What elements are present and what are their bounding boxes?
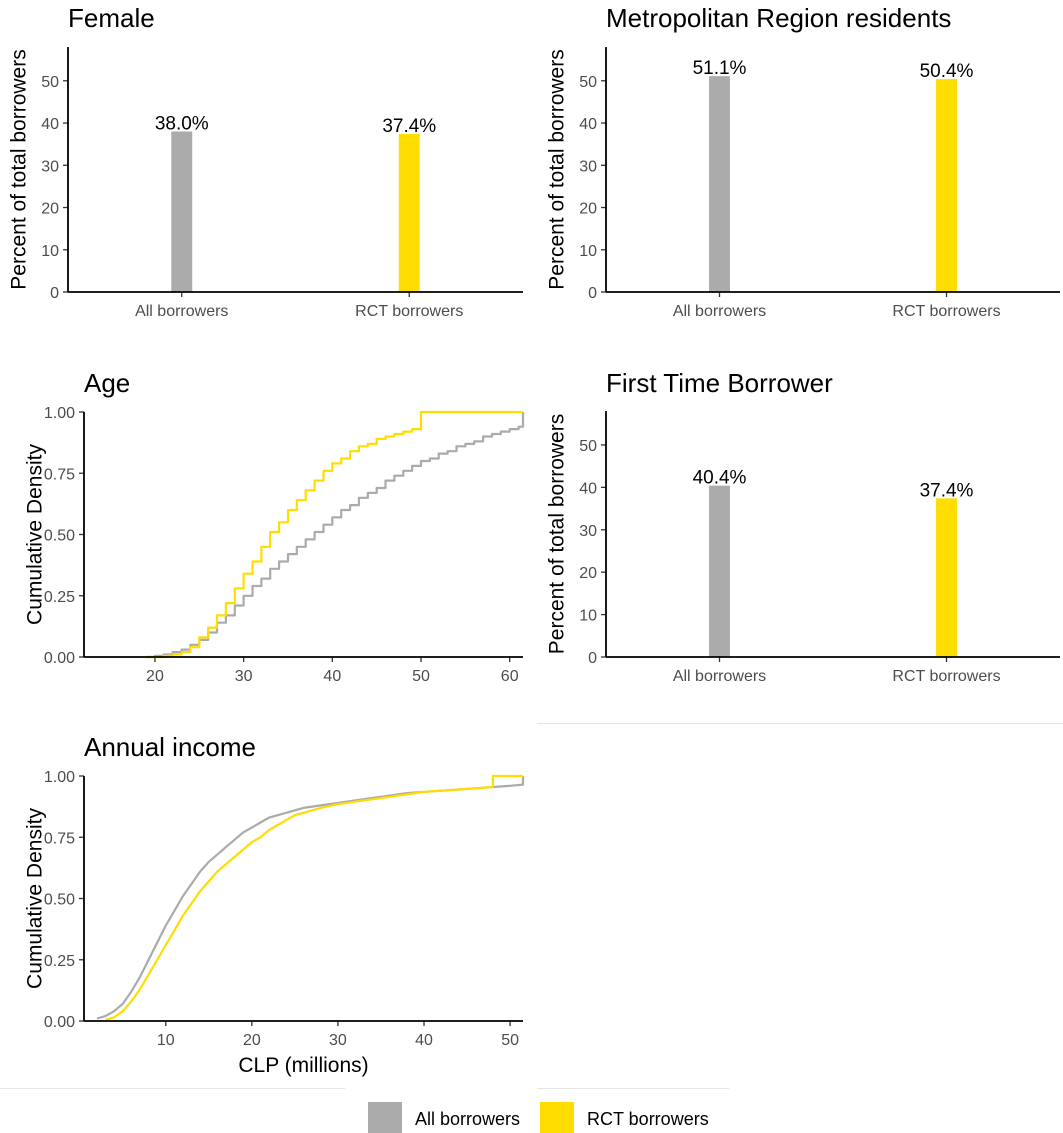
bar-all	[709, 485, 730, 657]
y-tick-label: 0	[50, 285, 59, 302]
y-tick-label: 0.25	[44, 953, 75, 970]
y-tick-label: 0.25	[44, 589, 75, 606]
x-tick-label: 10	[157, 1032, 175, 1049]
y-axis-label: Percent of total borrowers	[8, 49, 31, 289]
y-tick-label: 20	[579, 565, 597, 582]
panel-divider	[0, 1088, 345, 1089]
legend-label: RCT borrowers	[587, 1109, 709, 1129]
y-axis-label: Percent of total borrowers	[546, 414, 569, 654]
x-tick-label: 30	[235, 668, 253, 685]
y-tick-label: 20	[579, 201, 597, 218]
x-tick-label: 40	[323, 668, 341, 685]
panel-age: Age Cumulative Density 0.00 0.25 0.50 0.75 1.0…	[24, 368, 525, 685]
chart-title: Female	[68, 3, 155, 33]
y-tick-label: 1.00	[44, 769, 75, 786]
data-label: 38.0%	[155, 113, 209, 134]
x-tick-label: 40	[415, 1032, 433, 1049]
y-tick-label: 0.50	[44, 528, 75, 545]
panel-divider	[537, 723, 1063, 724]
x-tick-label: 20	[243, 1032, 261, 1049]
y-tick-label: 10	[579, 608, 597, 625]
y-axis-label: Cumulative Density	[24, 444, 47, 625]
x-tick-label: All borrowers	[673, 303, 766, 320]
x-axis-label: CLP (millions)	[238, 1054, 368, 1077]
chart-title: Metropolitan Region residents	[606, 3, 951, 33]
legend-swatch-rct	[540, 1102, 574, 1133]
bar-rct	[936, 79, 957, 292]
y-tick-label: 0.50	[44, 892, 75, 909]
y-axis-label: Percent of total borrowers	[546, 49, 569, 289]
series-line-all	[96, 776, 525, 1020]
x-tick-label: RCT borrowers	[892, 303, 1000, 320]
x-tick-label: 20	[146, 668, 164, 685]
x-tick-label: RCT borrowers	[892, 668, 1000, 685]
x-tick-label: All borrowers	[673, 668, 766, 685]
panel-metro: Metropolitan Region residents Percent of …	[546, 3, 1060, 320]
y-tick-label: 50	[579, 74, 597, 91]
x-tick-label: All borrowers	[135, 303, 228, 320]
y-tick-label: 0.00	[44, 650, 75, 667]
data-label: 40.4%	[693, 468, 747, 489]
data-label: 37.4%	[920, 480, 974, 501]
legend-label: All borrowers	[415, 1109, 520, 1129]
data-label: 51.1%	[693, 58, 747, 79]
y-tick-label: 0	[588, 285, 597, 302]
y-tick-label: 40	[579, 480, 597, 497]
bar-rct	[398, 134, 420, 292]
x-tick-label: 50	[501, 1032, 519, 1049]
x-tick-label: 30	[329, 1032, 347, 1049]
y-tick-label: 0.00	[44, 1014, 75, 1031]
legend-swatch-all	[368, 1102, 402, 1133]
y-tick-label: 40	[579, 116, 597, 133]
chart-title: Age	[84, 368, 130, 398]
bar-all	[709, 76, 730, 293]
y-tick-label: 10	[579, 243, 597, 260]
series-line-rct	[105, 774, 523, 1021]
y-tick-label: 10	[41, 243, 59, 260]
y-tick-label: 30	[41, 158, 59, 175]
series-line-all	[146, 412, 525, 659]
chart-title: First Time Borrower	[606, 368, 833, 398]
x-tick-label: RCT borrowers	[355, 303, 463, 320]
y-tick-label: 0	[588, 650, 597, 667]
x-tick-label: 60	[501, 668, 519, 685]
series-line-rct	[146, 410, 523, 659]
chart-title: Annual income	[84, 732, 256, 762]
y-tick-label: 50	[579, 438, 597, 455]
data-label: 37.4%	[382, 116, 436, 137]
y-tick-label: 50	[41, 74, 59, 91]
x-tick-label: 50	[412, 668, 430, 685]
panel-divider	[537, 1088, 729, 1089]
y-tick-label: 1.00	[44, 405, 75, 422]
panel-income: Annual income Cumulative Density 0.00 0.25 0…	[24, 732, 525, 1077]
y-tick-label: 30	[579, 158, 597, 175]
y-axis-label: Cumulative Density	[24, 808, 47, 989]
panel-first-time: First Time Borrower Percent of total borr…	[546, 368, 1060, 685]
y-tick-label: 30	[579, 523, 597, 540]
y-tick-label: 40	[41, 116, 59, 133]
data-label: 50.4%	[920, 61, 974, 82]
y-tick-label: 0.75	[44, 830, 75, 847]
y-tick-label: 20	[41, 201, 59, 218]
panel-female: Female Percent of total borrowers 0 10 20 30 4…	[8, 3, 523, 320]
legend: All borrowers RCT borrowers	[368, 1102, 709, 1133]
bar-rct	[936, 498, 957, 657]
bar-all	[171, 131, 193, 292]
y-tick-label: 0.75	[44, 466, 75, 483]
